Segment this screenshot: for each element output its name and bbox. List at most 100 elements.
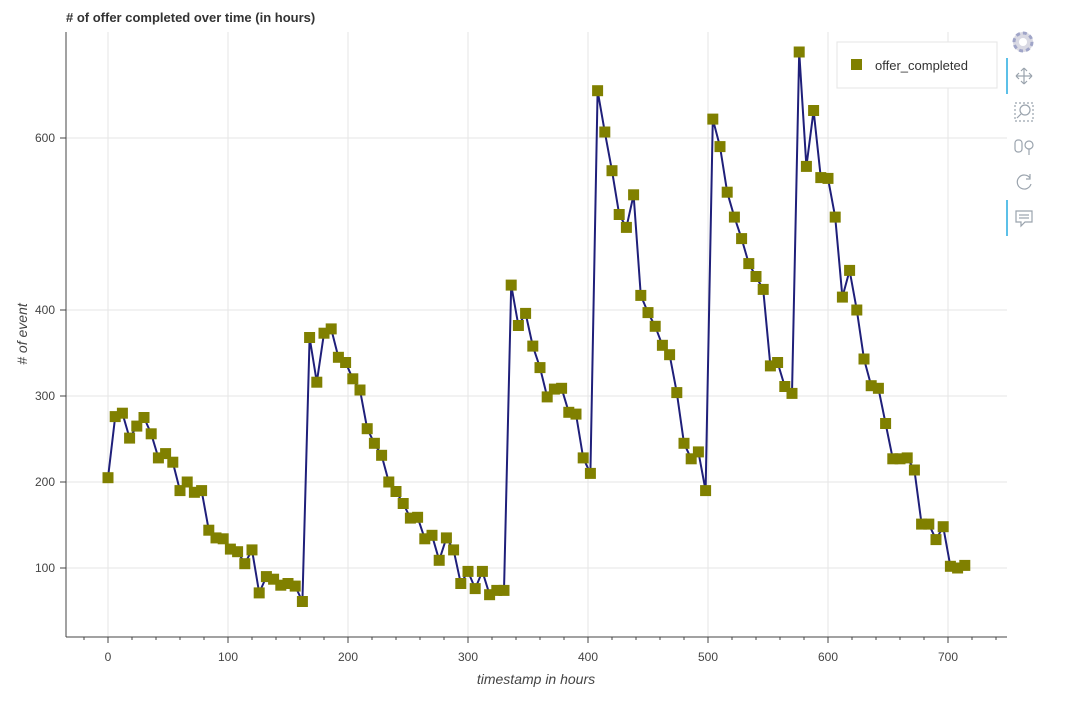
- data-point: [844, 264, 856, 276]
- x-axis-ticks: 0 100 200 300 400 500 600 700: [83, 637, 997, 664]
- y-tick-label: 400: [35, 303, 55, 317]
- data-point: [750, 271, 762, 282]
- data-point: [743, 258, 755, 270]
- pan-icon[interactable]: [1015, 67, 1033, 85]
- toolbar: [1006, 31, 1034, 236]
- data-point: [800, 160, 812, 172]
- x-tick-label: 200: [338, 650, 358, 664]
- data-point: [757, 283, 769, 295]
- data-point: [829, 211, 841, 223]
- data-point: [541, 391, 553, 403]
- data-point: [916, 518, 928, 530]
- data-point: [181, 476, 193, 488]
- data-point: [368, 437, 380, 449]
- data-point: [786, 387, 798, 399]
- data-point: [138, 412, 150, 423]
- data-point: [520, 307, 532, 319]
- data-point: [635, 289, 647, 301]
- data-point: [203, 524, 215, 536]
- data-point: [527, 340, 539, 352]
- data-point: [880, 418, 892, 429]
- data-point: [102, 472, 114, 484]
- data-point: [642, 307, 654, 319]
- data-point: [347, 373, 359, 385]
- data-point: [901, 452, 913, 464]
- hover-icon[interactable]: [1015, 210, 1033, 228]
- data-point: [462, 565, 474, 577]
- data-point: [779, 381, 791, 392]
- data-point: [167, 456, 179, 468]
- data-point: [937, 521, 949, 533]
- data-point: [174, 485, 186, 497]
- data-point: [534, 362, 546, 374]
- data-point: [512, 320, 524, 331]
- data-point: [930, 534, 942, 546]
- data-point: [376, 449, 388, 461]
- data-point: [836, 291, 848, 303]
- data-point: [412, 511, 424, 523]
- data-point: [455, 578, 467, 589]
- data-point: [217, 533, 229, 545]
- data-point: [736, 233, 748, 245]
- y-tick-label: 100: [35, 561, 55, 575]
- data-point: [649, 320, 661, 332]
- chart-title: # of offer completed over time (in hours…: [66, 10, 315, 25]
- box-zoom-icon[interactable]: [1014, 102, 1034, 122]
- bokeh-logo-icon[interactable]: [1012, 31, 1034, 53]
- data-point: [793, 46, 805, 58]
- data-point: [887, 453, 899, 465]
- x-tick-label: 100: [218, 650, 238, 664]
- data-point: [340, 357, 352, 368]
- data-point: [700, 485, 712, 497]
- data-point: [671, 387, 683, 399]
- data-point: [570, 408, 582, 420]
- data-point: [260, 571, 272, 583]
- data-point: [224, 543, 236, 555]
- data-point: [289, 580, 301, 592]
- data-point: [692, 446, 704, 458]
- data-point: [584, 467, 596, 479]
- data-point: [325, 323, 337, 335]
- legend: offer_completed: [836, 41, 998, 89]
- data-point: [815, 172, 827, 184]
- reset-icon[interactable]: [1016, 174, 1032, 190]
- data-point: [188, 486, 200, 498]
- data-point: [556, 382, 568, 394]
- y-axis-ticks: 100 200 300 400 600: [35, 131, 66, 575]
- plot-area: [102, 46, 971, 607]
- data-point: [282, 578, 294, 589]
- data-point: [275, 579, 287, 591]
- data-point: [476, 565, 488, 577]
- x-tick-label: 300: [458, 650, 478, 664]
- legend-label: offer_completed: [875, 58, 968, 73]
- data-point: [923, 518, 935, 530]
- data-point: [505, 279, 517, 291]
- data-point: [620, 221, 632, 233]
- data-point: [894, 453, 906, 465]
- data-point: [354, 384, 366, 396]
- x-tick-label: 500: [698, 650, 718, 664]
- data-point: [232, 546, 244, 558]
- data-point: [268, 573, 280, 585]
- y-tick-label: 600: [35, 131, 55, 145]
- data-point: [361, 423, 373, 435]
- data-point: [116, 407, 128, 419]
- x-tick-label: 400: [578, 650, 598, 664]
- data-point: [944, 560, 956, 572]
- x-tick-label: 600: [818, 650, 838, 664]
- wheel-zoom-icon[interactable]: [1014, 139, 1034, 155]
- data-point: [851, 304, 863, 316]
- data-point: [196, 485, 208, 497]
- data-point: [440, 532, 452, 544]
- data-point: [808, 105, 820, 116]
- data-point: [160, 448, 172, 460]
- data-point: [390, 486, 402, 497]
- data-point: [419, 533, 431, 545]
- data-point: [685, 453, 697, 465]
- data-point: [707, 113, 719, 125]
- x-tick-label: 0: [105, 650, 112, 664]
- grid: [66, 32, 1007, 637]
- data-point: [728, 211, 740, 223]
- data-point: [952, 562, 964, 574]
